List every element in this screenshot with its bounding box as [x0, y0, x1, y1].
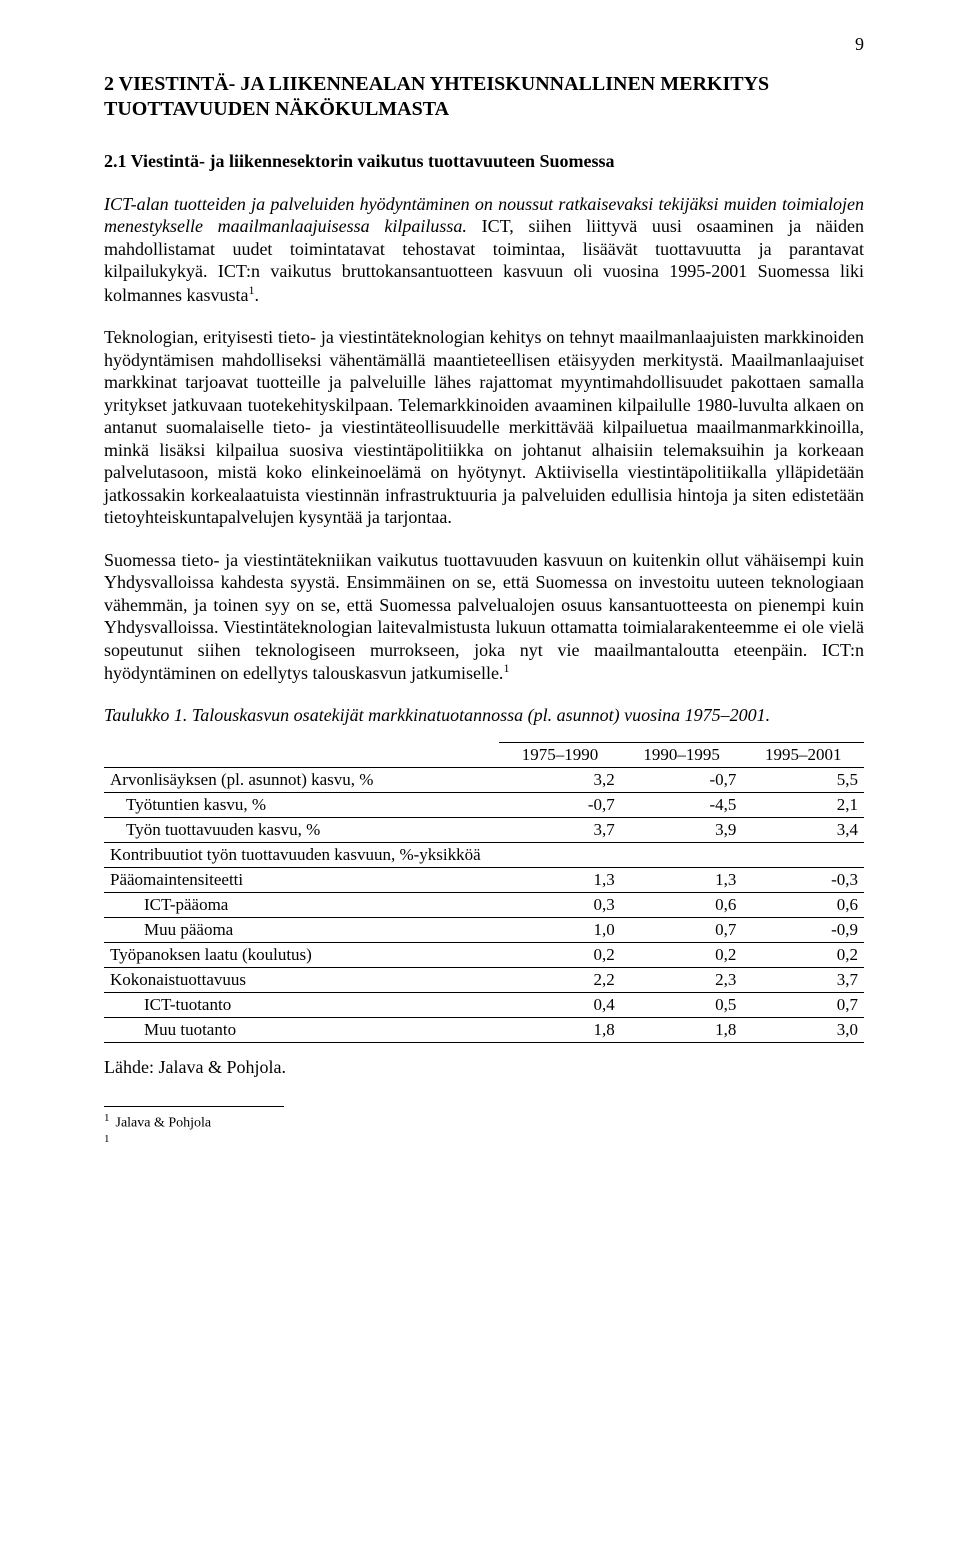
- row-value: 3,7: [499, 817, 621, 842]
- table-body: Arvonlisäyksen (pl. asunnot) kasvu, %3,2…: [104, 767, 864, 1042]
- row-value: -0,7: [621, 767, 743, 792]
- row-value: 0,2: [621, 942, 743, 967]
- table-row: Työtuntien kasvu, %-0,7-4,52,1: [104, 792, 864, 817]
- table-row: ICT-tuotanto0,40,50,7: [104, 992, 864, 1017]
- row-value: 5,5: [742, 767, 864, 792]
- row-value: 0,3: [499, 892, 621, 917]
- footnote-extra-number: 1: [104, 1133, 110, 1145]
- footnote-separator: [104, 1106, 284, 1107]
- row-value: -4,5: [621, 792, 743, 817]
- table-source: Lähde: Jalava & Pohjola.: [104, 1057, 864, 1078]
- row-value: 2,1: [742, 792, 864, 817]
- row-label: Muu tuotanto: [104, 1017, 499, 1042]
- para3-a: Suomessa tieto- ja viestintätekniikan va…: [104, 550, 864, 660]
- row-label: ICT-pääoma: [104, 892, 499, 917]
- table-row: Kontribuutiot työn tuottavuuden kasvuun,…: [104, 842, 864, 867]
- data-table: 1975–1990 1990–1995 1995–2001 Arvonlisäy…: [104, 742, 864, 1043]
- row-label: Pääomaintensiteetti: [104, 867, 499, 892]
- row-value: -0,7: [499, 792, 621, 817]
- row-value: 3,4: [742, 817, 864, 842]
- para1-tail: .: [254, 285, 259, 305]
- row-label: ICT-tuotanto: [104, 992, 499, 1017]
- footnote-extra: 1: [104, 1132, 864, 1154]
- row-value: 1,3: [621, 867, 743, 892]
- table-row: Työn tuottavuuden kasvu, %3,73,93,4: [104, 817, 864, 842]
- row-value: 0,7: [742, 992, 864, 1017]
- row-label: Muu pääoma: [104, 917, 499, 942]
- row-value: 0,2: [499, 942, 621, 967]
- table-head: 1975–1990 1990–1995 1995–2001: [104, 742, 864, 767]
- row-value: 3,0: [742, 1017, 864, 1042]
- row-value: [742, 842, 864, 867]
- row-label: Kontribuutiot työn tuottavuuden kasvuun,…: [104, 842, 499, 867]
- row-label: Kokonaistuottavuus: [104, 967, 499, 992]
- table-caption: Taulukko 1. Talouskasvun osatekijät mark…: [104, 705, 864, 726]
- table-row: Kokonaistuottavuus2,22,33,7: [104, 967, 864, 992]
- table-row: Pääomaintensiteetti1,31,3-0,3: [104, 867, 864, 892]
- row-value: 3,7: [742, 967, 864, 992]
- heading-sub: 2.1 Viestintä- ja liikennesektorin vaiku…: [104, 150, 864, 173]
- row-value: 1,8: [499, 1017, 621, 1042]
- row-value: 1,8: [621, 1017, 743, 1042]
- footnote-text: Jalava & Pohjola: [116, 1115, 212, 1130]
- row-value: 0,5: [621, 992, 743, 1017]
- row-value: 0,7: [621, 917, 743, 942]
- th-period-1: 1975–1990: [499, 742, 621, 767]
- paragraph-2: Teknologian, erityisesti tieto- ja viest…: [104, 326, 864, 529]
- th-period-2: 1990–1995: [621, 742, 743, 767]
- row-value: 0,4: [499, 992, 621, 1017]
- heading-main: 2 VIESTINTÄ- JA LIIKENNEALAN YHTEISKUNNA…: [104, 72, 864, 122]
- page-number: 9: [855, 34, 864, 55]
- row-value: [499, 842, 621, 867]
- row-value: -0,3: [742, 867, 864, 892]
- paragraph-3: Suomessa tieto- ja viestintätekniikan va…: [104, 549, 864, 685]
- row-value: 0,6: [621, 892, 743, 917]
- paragraph-1: ICT-alan tuotteiden ja palveluiden hyödy…: [104, 193, 864, 307]
- para2-a: Teknologian, erityisesti tieto- ja viest…: [104, 327, 864, 482]
- table-row: Muu pääoma1,00,7-0,9: [104, 917, 864, 942]
- table-row: Arvonlisäyksen (pl. asunnot) kasvu, %3,2…: [104, 767, 864, 792]
- footnote-ref-2: 1: [503, 661, 509, 675]
- table-row: Muu tuotanto1,81,83,0: [104, 1017, 864, 1042]
- row-label: Työn tuottavuuden kasvu, %: [104, 817, 499, 842]
- row-value: 2,3: [621, 967, 743, 992]
- row-label: Työpanoksen laatu (koulutus): [104, 942, 499, 967]
- footnote-number: 1: [104, 1112, 110, 1124]
- row-label: Työtuntien kasvu, %: [104, 792, 499, 817]
- th-blank: [104, 742, 499, 767]
- table-row: ICT-pääoma0,30,60,6: [104, 892, 864, 917]
- row-value: -0,9: [742, 917, 864, 942]
- document-page: 9 2 VIESTINTÄ- JA LIIKENNEALAN YHTEISKUN…: [0, 0, 960, 1555]
- row-value: [621, 842, 743, 867]
- row-value: 1,0: [499, 917, 621, 942]
- footnote-1: 1 Jalava & Pohjola: [104, 1111, 864, 1133]
- row-value: 0,2: [742, 942, 864, 967]
- row-value: 0,6: [742, 892, 864, 917]
- row-value: 3,2: [499, 767, 621, 792]
- row-label: Arvonlisäyksen (pl. asunnot) kasvu, %: [104, 767, 499, 792]
- row-value: 1,3: [499, 867, 621, 892]
- row-value: 2,2: [499, 967, 621, 992]
- row-value: 3,9: [621, 817, 743, 842]
- table-header-row: 1975–1990 1990–1995 1995–2001: [104, 742, 864, 767]
- table-row: Työpanoksen laatu (koulutus)0,20,20,2: [104, 942, 864, 967]
- th-period-3: 1995–2001: [742, 742, 864, 767]
